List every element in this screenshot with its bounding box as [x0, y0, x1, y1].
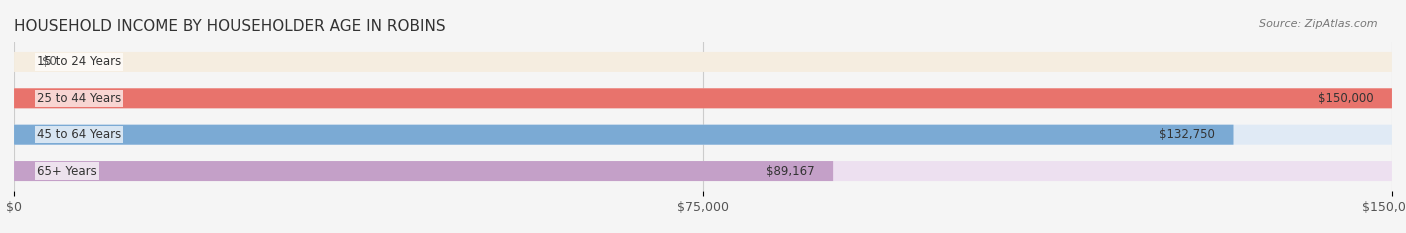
Text: $132,750: $132,750	[1159, 128, 1215, 141]
Text: HOUSEHOLD INCOME BY HOUSEHOLDER AGE IN ROBINS: HOUSEHOLD INCOME BY HOUSEHOLDER AGE IN R…	[14, 19, 446, 34]
FancyBboxPatch shape	[14, 161, 1392, 181]
FancyBboxPatch shape	[14, 125, 1392, 145]
FancyBboxPatch shape	[14, 125, 1233, 145]
FancyBboxPatch shape	[14, 52, 1392, 72]
Text: Source: ZipAtlas.com: Source: ZipAtlas.com	[1260, 19, 1378, 29]
Text: 45 to 64 Years: 45 to 64 Years	[37, 128, 121, 141]
Text: 15 to 24 Years: 15 to 24 Years	[37, 55, 121, 69]
FancyBboxPatch shape	[14, 161, 834, 181]
Text: 25 to 44 Years: 25 to 44 Years	[37, 92, 121, 105]
Text: 65+ Years: 65+ Years	[37, 164, 97, 178]
Text: $89,167: $89,167	[766, 164, 814, 178]
FancyBboxPatch shape	[14, 88, 1392, 108]
FancyBboxPatch shape	[14, 88, 1392, 108]
Text: $0: $0	[42, 55, 56, 69]
Text: $150,000: $150,000	[1317, 92, 1374, 105]
